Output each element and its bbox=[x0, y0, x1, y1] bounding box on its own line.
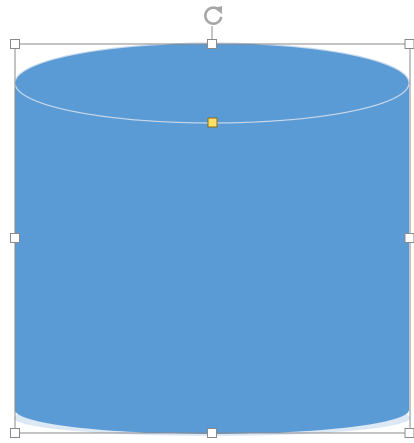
resize-handle-top-center[interactable] bbox=[207, 39, 217, 49]
rotate-arrow-icon[interactable] bbox=[204, 6, 223, 25]
resize-handle-middle-left[interactable] bbox=[10, 233, 20, 243]
resize-handle-middle-right[interactable] bbox=[404, 233, 414, 243]
can-shape-body[interactable] bbox=[15, 43, 409, 434]
adjustment-handle[interactable] bbox=[207, 117, 218, 128]
resize-handle-bottom-center[interactable] bbox=[207, 428, 217, 438]
resize-handle-bottom-left[interactable] bbox=[10, 428, 20, 438]
resize-handle-top-left[interactable] bbox=[10, 39, 20, 49]
resize-handle-bottom-right[interactable] bbox=[404, 428, 414, 438]
resize-handle-top-right[interactable] bbox=[404, 39, 414, 49]
can-shape-top[interactable] bbox=[14, 42, 410, 124]
